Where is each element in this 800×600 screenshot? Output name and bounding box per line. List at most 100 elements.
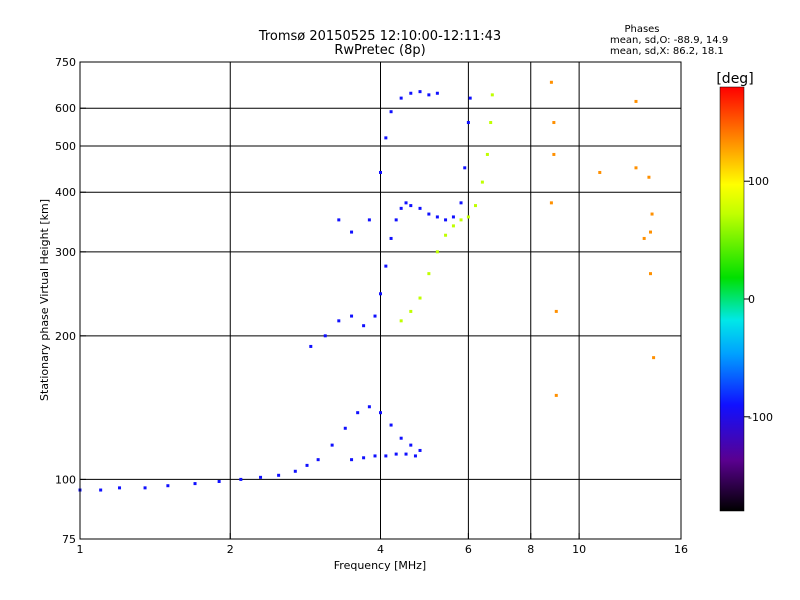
colorbar-label: [deg]	[716, 71, 753, 87]
y-tick-label: 400	[55, 186, 76, 199]
colorbar-tick-label: 100	[748, 175, 769, 188]
data-point	[435, 215, 439, 219]
data-point	[490, 93, 494, 97]
data-point	[389, 110, 393, 114]
colorbar-ticks: 100 0 -100	[744, 175, 773, 424]
data-point	[634, 166, 638, 170]
y-axis-label: Stationary phase Virtual Height [km]	[38, 199, 51, 401]
data-point	[389, 423, 393, 427]
data-point	[389, 236, 393, 240]
data-point	[217, 479, 221, 483]
data-point	[259, 475, 263, 479]
data-point	[435, 250, 439, 254]
data-point	[277, 473, 281, 477]
data-point	[356, 411, 360, 415]
data-point	[379, 170, 382, 174]
data-point	[427, 93, 431, 97]
data-point	[552, 152, 556, 156]
y-tick-label: 600	[55, 102, 76, 115]
data-point	[554, 309, 558, 313]
data-point	[143, 486, 147, 490]
data-point	[480, 180, 484, 184]
info-line-x: mean, sd,X: 86.2, 18.1	[610, 46, 724, 57]
data-point	[409, 443, 413, 447]
data-point	[373, 314, 377, 318]
colorbar	[719, 86, 745, 512]
data-point	[399, 319, 403, 323]
data-points	[78, 80, 656, 492]
grid-lines	[80, 62, 681, 539]
data-point	[309, 344, 313, 348]
y-tick-label: 300	[55, 246, 76, 259]
data-point	[293, 469, 297, 473]
data-point	[468, 96, 472, 100]
y-tick-label: 75	[62, 533, 76, 546]
data-point	[549, 201, 553, 205]
data-point	[418, 448, 422, 452]
y-tick-label: 750	[55, 56, 76, 69]
x-axis-ticks: 1 2 4 6 8 10 16	[77, 533, 688, 556]
data-point	[642, 236, 646, 240]
chart-title: Tromsø 20150525 12:10:00-12:11:43	[258, 29, 501, 44]
x-tick-label: 10	[572, 543, 586, 556]
info-heading: Phases	[624, 24, 659, 35]
data-point	[193, 482, 197, 486]
data-point	[647, 175, 651, 179]
data-point	[350, 314, 354, 318]
data-point	[350, 458, 354, 462]
data-point	[399, 206, 403, 210]
data-point	[367, 405, 371, 409]
info-line-o: mean, sd,O: -88.9, 14.9	[610, 35, 728, 46]
data-point	[466, 215, 470, 219]
data-point	[444, 233, 448, 237]
data-point	[418, 296, 422, 300]
data-point	[337, 218, 341, 222]
data-point	[649, 272, 653, 276]
data-point	[451, 215, 455, 219]
data-point	[409, 309, 413, 313]
x-tick-label: 2	[227, 543, 234, 556]
data-point	[323, 334, 327, 338]
data-point	[418, 90, 422, 94]
data-point	[384, 454, 388, 458]
data-point	[444, 218, 448, 222]
data-point	[99, 488, 103, 492]
data-point	[239, 477, 243, 481]
data-point	[399, 436, 403, 440]
data-point	[409, 204, 413, 208]
data-point	[552, 121, 556, 125]
data-point	[384, 264, 388, 268]
data-point	[394, 452, 398, 456]
data-point	[350, 230, 354, 234]
data-point	[427, 272, 431, 276]
data-point	[463, 166, 467, 170]
data-point	[409, 91, 413, 95]
data-point	[650, 212, 654, 216]
y-axis-ticks: 75 100 200 300 400 500 600 750	[55, 56, 86, 546]
x-tick-label: 16	[674, 543, 688, 556]
data-point	[166, 484, 170, 488]
data-point	[373, 454, 377, 458]
data-point	[367, 218, 371, 222]
data-point	[473, 204, 477, 208]
data-point	[652, 356, 656, 360]
data-point	[404, 452, 408, 456]
data-point	[459, 218, 463, 222]
data-point	[649, 230, 653, 234]
data-point	[435, 91, 439, 95]
colorbar-tick-label: -100	[748, 411, 773, 424]
data-point	[316, 458, 320, 462]
x-tick-label: 6	[465, 543, 472, 556]
data-point	[451, 224, 455, 228]
data-point	[399, 96, 403, 100]
data-point	[394, 218, 398, 222]
x-tick-label: 4	[377, 543, 384, 556]
colorbar-tick-label: 0	[748, 293, 755, 306]
data-point	[418, 206, 422, 210]
x-tick-label: 8	[527, 543, 534, 556]
x-tick-label: 1	[77, 543, 84, 556]
y-tick-label: 100	[55, 473, 76, 486]
y-tick-label: 500	[55, 140, 76, 153]
data-point	[343, 426, 347, 430]
